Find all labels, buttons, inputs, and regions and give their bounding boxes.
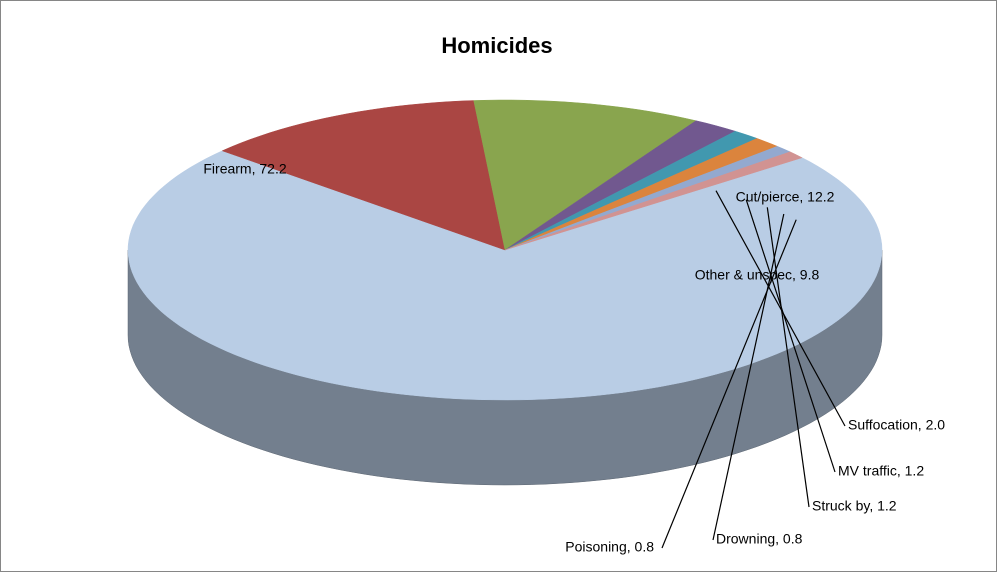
slice (473, 99, 697, 251)
chart-title: Homicides (441, 33, 552, 58)
leader-line (745, 199, 836, 473)
leader-line (712, 213, 785, 541)
data-label: Suffocation, 2.0 (848, 417, 945, 433)
pie-tops (127, 99, 883, 401)
data-label: Struck by, 1.2 (812, 498, 897, 514)
data-label: Drowning, 0.8 (716, 531, 803, 547)
data-label: MV traffic, 1.2 (838, 463, 924, 479)
data-label: Cut/pierce, 12.2 (736, 189, 835, 205)
slice (127, 150, 883, 401)
data-labels: Firearm, 72.2 Cut/pierce, 12.2 Other & uns… (203, 161, 945, 555)
slice (221, 100, 506, 251)
slice (504, 151, 803, 251)
data-label: Poisoning, 0.8 (565, 539, 654, 555)
data-label: Other & unspec, 9.8 (695, 267, 820, 283)
leader-line (661, 219, 797, 549)
leader-line (715, 190, 846, 427)
data-label: Firearm, 72.2 (203, 161, 286, 177)
